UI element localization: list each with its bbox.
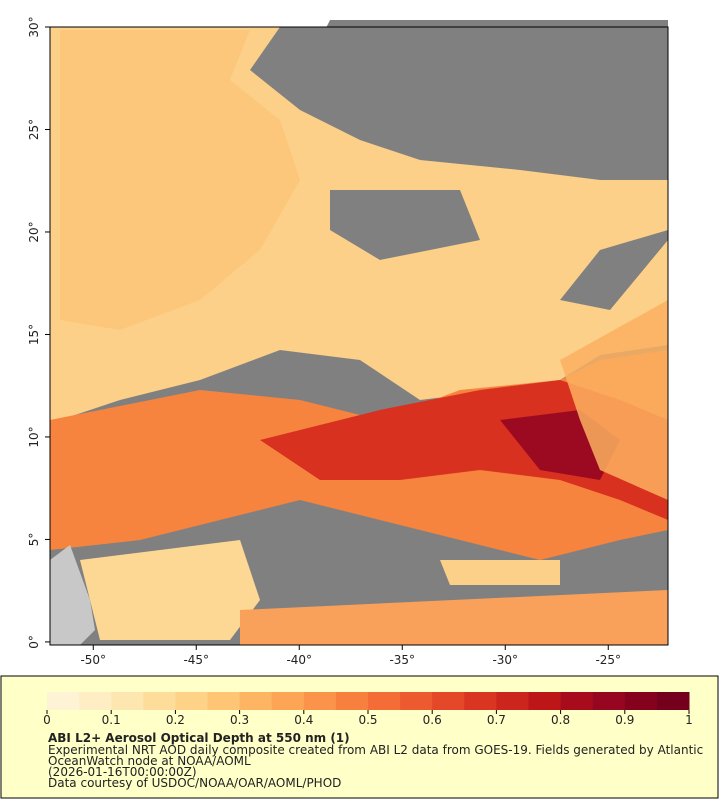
colorbar-swatch xyxy=(592,692,626,710)
colorbar-swatch xyxy=(400,692,433,710)
colorbar-tick-label: 0.3 xyxy=(230,713,249,727)
colorbar-swatch xyxy=(560,692,594,710)
x-tick-label: -30° xyxy=(492,653,518,667)
colorbar-tick-label: 0.6 xyxy=(423,713,442,727)
colorbar-swatch xyxy=(464,692,497,710)
colorbar-tick-label: 0.7 xyxy=(487,713,506,727)
x-tick-label: -40° xyxy=(286,653,312,667)
colorbar-tick-label: 0 xyxy=(43,713,51,727)
map-frame xyxy=(49,26,669,646)
colorbar-tick-label: 0.2 xyxy=(166,713,185,727)
colorbar-swatch xyxy=(207,692,241,710)
colorbar-swatch xyxy=(528,692,562,710)
colorbar-swatch xyxy=(143,692,176,710)
colorbar-swatch xyxy=(47,692,80,710)
footer-line: OceanWatch node at NOAA/AOML xyxy=(48,754,251,768)
colorbar-swatch xyxy=(368,692,401,710)
y-tick-label: 15° xyxy=(27,324,41,345)
colorbar-tick-label: 0.9 xyxy=(615,713,634,727)
x-tick-label: -50° xyxy=(80,653,106,667)
colorbar-swatch xyxy=(79,692,112,710)
colorbar-swatch xyxy=(271,692,305,710)
map-image xyxy=(50,20,668,645)
y-tick-label: 10° xyxy=(27,426,41,447)
colorbar-tick-label: 0.8 xyxy=(551,713,570,727)
x-tick-label: -35° xyxy=(389,653,415,667)
colorbar-swatch xyxy=(656,692,690,710)
y-tick-label: 5° xyxy=(27,533,41,547)
footer-line: Experimental NRT AOD daily composite cre… xyxy=(48,743,703,757)
footer-title: ABI L2+ Aerosol Optical Depth at 550 nm … xyxy=(48,731,350,745)
colorbar-tick-label: 0.1 xyxy=(102,713,121,727)
colorbar-swatch xyxy=(432,692,465,710)
colorbar-swatch xyxy=(496,692,529,710)
y-tick-label: 0° xyxy=(27,635,41,649)
y-tick-label: 30° xyxy=(27,16,41,37)
x-tick-label: -25° xyxy=(595,653,621,667)
colorbar-swatch xyxy=(175,692,208,710)
colorbar-tick-label: 0.5 xyxy=(358,713,377,727)
colorbar-swatch xyxy=(239,692,273,710)
x-tick-label: -45° xyxy=(183,653,209,667)
footer-line: Data courtesy of USDOC/NOAA/OAR/AOML/PHO… xyxy=(48,776,341,790)
colorbar-tick-label: 1 xyxy=(685,713,693,727)
footer-line: (2026-01-16T00:00:00Z) xyxy=(48,765,197,779)
colorbar-tick-label: 0.4 xyxy=(294,713,313,727)
colorbar-swatch xyxy=(303,692,337,710)
colorbar-swatch xyxy=(111,692,144,710)
colorbar-swatch xyxy=(624,692,658,710)
y-tick-label: 25° xyxy=(27,119,41,140)
colorbar-swatch xyxy=(335,692,369,710)
y-tick-label: 20° xyxy=(27,221,41,242)
